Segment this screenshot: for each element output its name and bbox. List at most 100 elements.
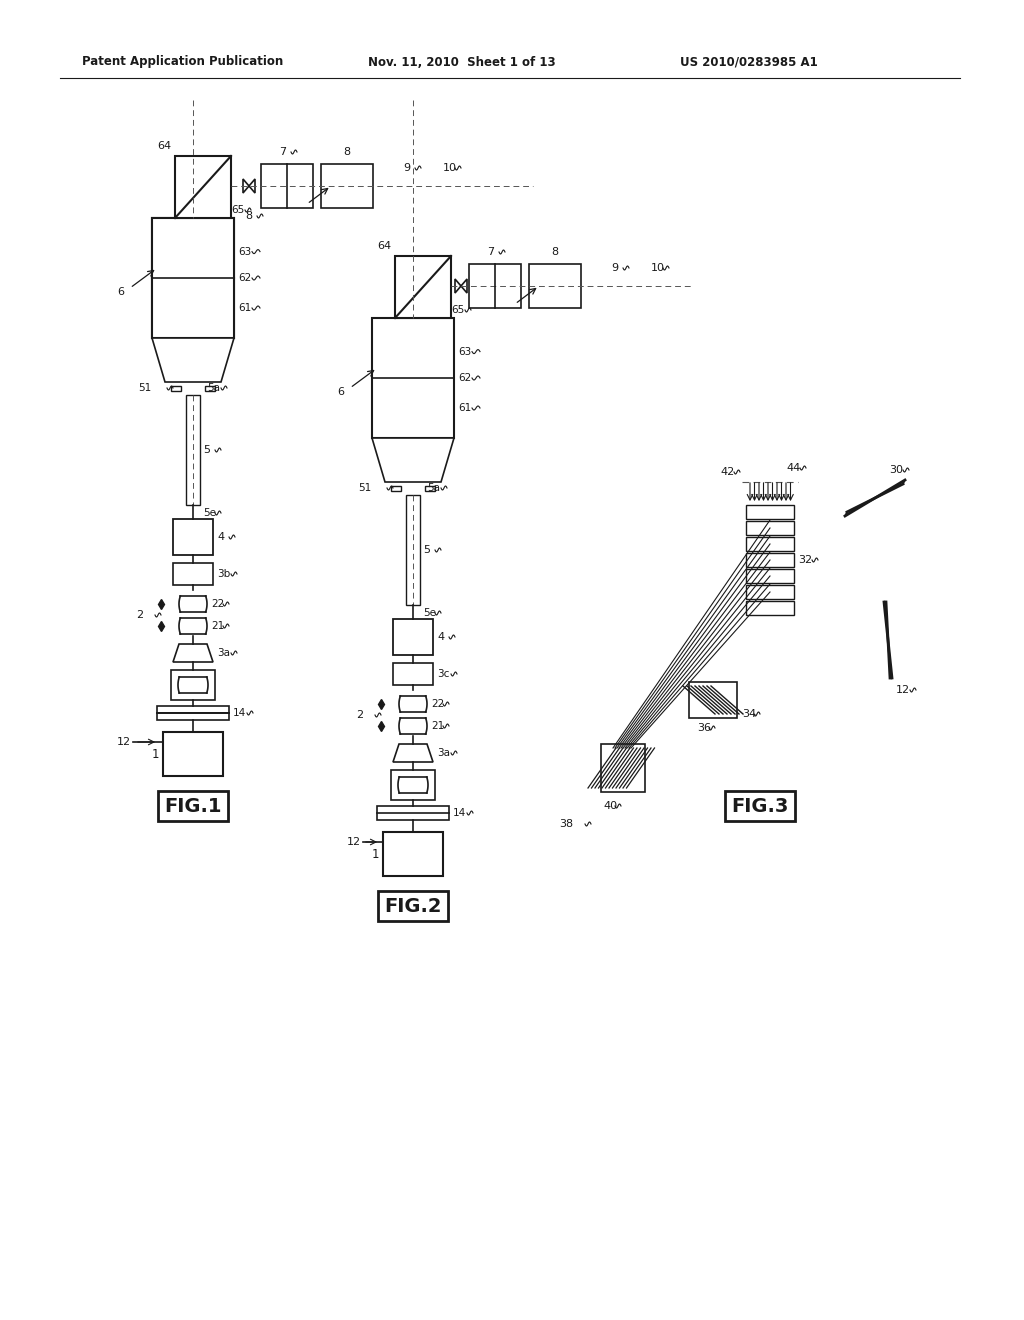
Text: 1: 1 — [372, 847, 379, 861]
Text: 61: 61 — [458, 403, 471, 413]
Text: 5a: 5a — [207, 383, 220, 393]
Text: 1: 1 — [152, 747, 159, 760]
Bar — [601, 744, 645, 792]
Text: 5a: 5a — [427, 483, 440, 492]
Text: 12: 12 — [347, 837, 361, 847]
Bar — [321, 164, 373, 209]
Text: 14: 14 — [453, 808, 466, 818]
Text: 10: 10 — [443, 162, 457, 173]
Bar — [186, 395, 200, 506]
Polygon shape — [175, 156, 231, 218]
Text: 42: 42 — [720, 467, 734, 477]
Text: FIG.3: FIG.3 — [731, 796, 788, 816]
Bar — [746, 601, 794, 615]
Text: 5e: 5e — [423, 609, 436, 618]
Text: 4: 4 — [437, 632, 444, 642]
Text: US 2010/0283985 A1: US 2010/0283985 A1 — [680, 55, 818, 69]
Bar — [152, 279, 234, 338]
Bar — [173, 564, 213, 585]
Text: 4: 4 — [217, 532, 224, 543]
Text: 14: 14 — [233, 708, 246, 718]
Bar — [746, 521, 794, 535]
Bar — [746, 553, 794, 568]
Polygon shape — [455, 279, 467, 293]
Bar — [746, 569, 794, 583]
Bar — [746, 537, 794, 550]
Bar — [391, 486, 401, 491]
Bar — [529, 264, 581, 308]
Bar — [406, 495, 420, 605]
Polygon shape — [243, 180, 255, 193]
Bar — [163, 733, 223, 776]
Text: 8: 8 — [552, 247, 558, 257]
Text: 2: 2 — [136, 610, 143, 620]
Polygon shape — [395, 256, 451, 318]
Polygon shape — [173, 644, 213, 663]
Bar — [157, 706, 229, 713]
Text: 5: 5 — [423, 545, 430, 554]
Text: 3c: 3c — [437, 669, 450, 678]
Text: 51: 51 — [138, 383, 151, 393]
Bar — [205, 385, 215, 391]
Bar — [689, 682, 737, 718]
Text: 3a: 3a — [437, 748, 450, 758]
Polygon shape — [393, 744, 433, 762]
Bar — [383, 832, 443, 876]
Text: 8: 8 — [245, 211, 252, 220]
Text: 32: 32 — [798, 554, 812, 565]
Bar — [377, 807, 449, 820]
Text: 61: 61 — [238, 304, 251, 313]
Bar — [746, 585, 794, 599]
Text: 21: 21 — [431, 721, 444, 731]
Bar — [425, 486, 435, 491]
Text: 6: 6 — [117, 286, 124, 297]
Text: 63: 63 — [238, 247, 251, 256]
Text: 38: 38 — [559, 818, 573, 829]
Text: 21: 21 — [211, 620, 224, 631]
Bar — [469, 264, 521, 308]
Bar — [152, 218, 234, 338]
Bar — [173, 519, 213, 554]
Text: 36: 36 — [697, 723, 711, 733]
Text: 65: 65 — [451, 305, 464, 315]
Text: Nov. 11, 2010  Sheet 1 of 13: Nov. 11, 2010 Sheet 1 of 13 — [368, 55, 556, 69]
Bar — [393, 619, 433, 655]
Text: 6: 6 — [337, 387, 344, 397]
Text: 44: 44 — [786, 463, 800, 473]
Text: 62: 62 — [458, 374, 471, 383]
Bar — [393, 663, 433, 685]
Bar — [171, 385, 181, 391]
Text: 7: 7 — [487, 247, 495, 257]
Text: 8: 8 — [343, 147, 350, 157]
Text: 5e: 5e — [203, 508, 216, 517]
Text: 2: 2 — [356, 710, 362, 719]
Text: 51: 51 — [357, 483, 371, 492]
Bar — [746, 506, 794, 519]
Text: 3a: 3a — [217, 648, 230, 657]
Text: Patent Application Publication: Patent Application Publication — [82, 55, 284, 69]
Text: 30: 30 — [889, 465, 903, 475]
Text: 62: 62 — [238, 273, 251, 282]
Text: 3b: 3b — [217, 569, 230, 579]
Text: 63: 63 — [458, 347, 471, 356]
Text: 10: 10 — [651, 263, 665, 273]
Text: 34: 34 — [742, 709, 756, 719]
Text: 40: 40 — [603, 801, 617, 810]
Text: 9: 9 — [611, 263, 618, 273]
Text: 9: 9 — [403, 162, 411, 173]
Text: 7: 7 — [279, 147, 286, 157]
Bar — [372, 318, 454, 438]
Bar — [171, 671, 215, 700]
Text: 12: 12 — [117, 737, 131, 747]
Text: FIG.1: FIG.1 — [164, 796, 222, 816]
Text: 64: 64 — [377, 242, 391, 251]
Bar — [391, 770, 435, 800]
Bar — [157, 713, 229, 719]
Bar — [152, 218, 234, 279]
Text: 22: 22 — [431, 700, 444, 709]
Text: 12: 12 — [896, 685, 910, 696]
Polygon shape — [372, 438, 454, 482]
Text: 65: 65 — [231, 205, 245, 215]
Polygon shape — [152, 338, 234, 381]
Bar — [261, 164, 313, 209]
